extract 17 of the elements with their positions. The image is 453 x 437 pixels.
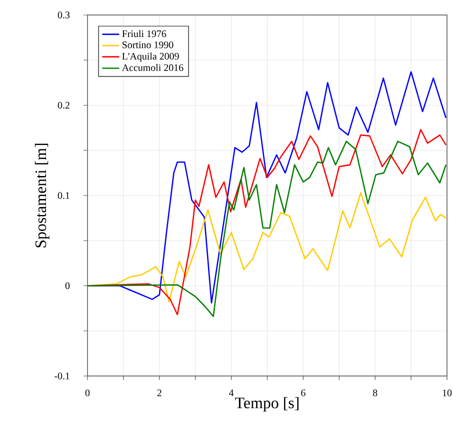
- legend-label: Accumoli 2016: [122, 64, 184, 72]
- x-tick-label: 10: [442, 390, 452, 396]
- legend-label: Sortino 1990: [122, 42, 174, 48]
- x-tick-label: 4: [229, 390, 234, 396]
- x-tick-label: 0: [85, 390, 90, 396]
- x-tick-label: 8: [372, 390, 378, 396]
- y-tick-label: 0.3: [58, 12, 70, 18]
- x-axis-title: Tempo [s]: [235, 397, 298, 412]
- y-tick-label: 0.2: [58, 102, 70, 109]
- x-tick-label: 6: [301, 390, 306, 396]
- legend-label: Friuli 1976: [122, 30, 166, 38]
- y-axis-title: Spostamenti [m]: [34, 144, 50, 248]
- y-tick-label: 0: [65, 282, 70, 290]
- x-tick-label: 2: [157, 390, 162, 396]
- y-tick-label: -0.1: [54, 372, 70, 380]
- legend-label: L'Aquila 2009: [122, 52, 179, 62]
- y-tick-label: 0.1: [58, 192, 70, 199]
